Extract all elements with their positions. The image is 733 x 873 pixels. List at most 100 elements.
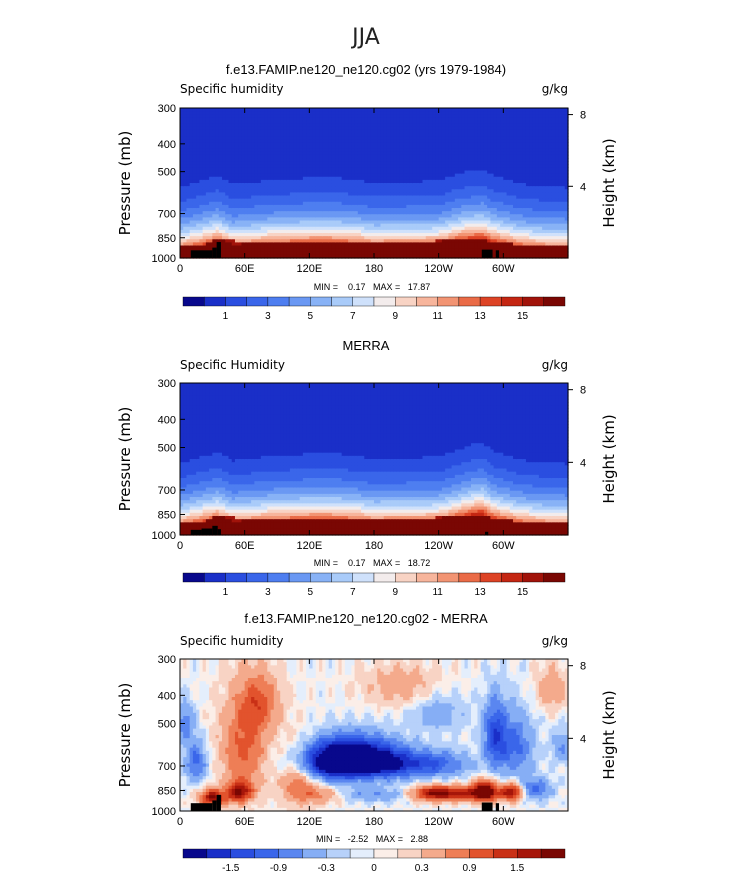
field-cell	[319, 192, 323, 197]
field-cell	[264, 179, 268, 184]
field-cell	[425, 158, 430, 162]
field-cell	[335, 179, 340, 184]
field-cell	[299, 173, 304, 178]
field-cell	[338, 186, 343, 190]
field-cell	[458, 142, 462, 147]
field-cell	[283, 123, 288, 128]
field-cell	[189, 142, 194, 147]
field-cell	[335, 111, 340, 115]
field-cell	[280, 173, 285, 178]
field-cell	[370, 126, 375, 131]
field-cell	[335, 239, 340, 243]
field-cell	[367, 251, 372, 256]
field-cell	[289, 161, 294, 165]
field-cell	[438, 179, 443, 184]
field-cell	[354, 123, 359, 128]
field-cell	[286, 123, 291, 128]
field-cell	[438, 123, 443, 128]
field-cell	[348, 136, 352, 140]
field-cell	[192, 108, 197, 112]
field-cell	[383, 204, 388, 209]
field-cell	[419, 208, 424, 212]
field-cell	[267, 111, 272, 115]
field-cell	[319, 186, 323, 190]
field-cell	[377, 233, 382, 237]
field-cell	[270, 170, 275, 175]
field-cell	[302, 148, 307, 153]
field-cell	[273, 239, 278, 243]
field-cell	[296, 148, 301, 153]
field-cell	[277, 192, 281, 197]
field-cell	[244, 217, 249, 222]
field-cell	[438, 148, 443, 153]
field-cell	[309, 117, 314, 122]
field-cell	[441, 233, 446, 237]
field-cell	[458, 158, 462, 162]
field-cell	[186, 148, 191, 153]
field-cell	[380, 126, 385, 131]
field-cell	[270, 148, 275, 153]
field-cell	[228, 204, 233, 209]
field-cell	[244, 239, 249, 243]
field-cell	[302, 179, 307, 184]
field-cell	[331, 170, 336, 175]
field-cell	[218, 129, 223, 134]
field-cell	[225, 198, 230, 203]
field-cell	[364, 183, 369, 187]
field-cell	[302, 111, 307, 115]
field-cell	[348, 245, 352, 250]
field-cell	[367, 154, 372, 159]
field-cell	[254, 192, 259, 197]
field-cell	[189, 154, 194, 159]
field-cell	[328, 204, 333, 209]
field-cell	[364, 173, 369, 178]
field-cell	[351, 217, 356, 222]
field-cell	[234, 145, 239, 150]
field-cell	[209, 133, 213, 137]
field-cell	[351, 189, 356, 193]
field-cell	[183, 214, 188, 218]
field-cell	[458, 151, 462, 156]
field-cell	[215, 214, 220, 218]
field-cell	[293, 120, 297, 125]
field-cell	[454, 204, 459, 209]
field-cell	[222, 204, 226, 209]
field-cell	[241, 108, 246, 112]
field-cell	[209, 120, 213, 125]
field-cell	[254, 133, 259, 137]
field-cell	[277, 179, 281, 184]
field-cell	[241, 186, 246, 190]
field-cell	[212, 133, 217, 137]
field-cell	[196, 167, 200, 172]
field-cell	[225, 148, 230, 153]
field-cell	[432, 189, 437, 193]
field-cell	[202, 242, 207, 247]
field-cell	[406, 142, 411, 147]
field-cell	[247, 204, 252, 209]
field-cell	[438, 245, 443, 250]
field-cell	[351, 148, 356, 153]
field-cell	[354, 217, 359, 222]
field-cell	[328, 133, 333, 137]
field-cell	[306, 251, 310, 256]
field-cell	[322, 223, 327, 228]
field-cell	[370, 158, 375, 162]
field-cell	[273, 173, 278, 178]
field-cell	[351, 133, 356, 137]
field-cell	[315, 120, 320, 125]
field-cell	[344, 133, 349, 137]
field-cell	[380, 133, 385, 137]
field-cell	[264, 189, 268, 193]
field-cell	[425, 251, 430, 256]
field-cell	[319, 164, 323, 168]
field-cell	[399, 195, 404, 200]
panel-model: f.e13.FAMIP.ne120_ne120.cg02 (yrs 1979-1…	[116, 62, 618, 322]
field-cell	[393, 201, 398, 206]
field-cell	[186, 236, 191, 240]
field-cell	[361, 214, 365, 218]
field-cell	[331, 145, 336, 150]
field-cell	[280, 158, 285, 162]
field-cell	[461, 114, 466, 118]
field-cell	[264, 108, 268, 112]
field-cell	[403, 158, 407, 162]
